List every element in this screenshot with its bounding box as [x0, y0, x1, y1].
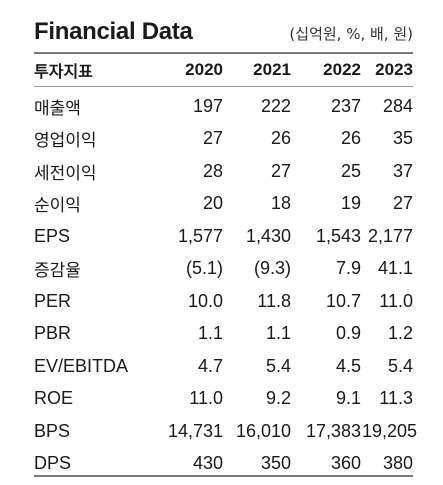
table-cell: 9.2	[265, 388, 291, 409]
table-cell: 26	[340, 128, 361, 149]
table-cell: 1.1	[197, 323, 223, 344]
table-cell: 27	[202, 128, 223, 149]
header-rule	[34, 86, 413, 87]
row-label: EV/EBITDA	[34, 355, 129, 376]
top-rule	[34, 52, 413, 54]
table-row: 매출액 197 222 237 284	[34, 90, 413, 123]
row-label: PER	[34, 290, 72, 311]
table-cell: 5.4	[387, 355, 413, 376]
table-cell: 19	[340, 193, 361, 214]
table-cell: 26	[270, 128, 291, 149]
header-year: 2020	[185, 60, 223, 79]
table-cell: 27	[392, 193, 413, 214]
table-cell: 0.9	[335, 323, 361, 344]
table-cell: 1.1	[265, 323, 291, 344]
table-cell: 27	[270, 160, 291, 181]
row-label: PBR	[34, 323, 72, 344]
table-cell: 20	[202, 193, 223, 214]
table-cell: 41.1	[377, 258, 413, 279]
table-cell: 350	[260, 453, 291, 474]
table-cell: 1.2	[387, 323, 413, 344]
table-cell: 11.3	[379, 388, 413, 409]
table-row: 증감율 (5.1) (9.3) 7.9 41.1	[34, 253, 413, 286]
table-cell: 14,731	[167, 420, 223, 441]
table-cell: 380	[382, 453, 413, 474]
table-cell: 1,430	[245, 225, 291, 246]
table-cell: 1,577	[177, 225, 223, 246]
row-label: BPS	[34, 420, 71, 441]
page-title: Financial Data	[34, 18, 193, 45]
table-row: EPS 1,577 1,430 1,543 2,177	[34, 220, 413, 253]
table-cell: 5.4	[265, 355, 291, 376]
table-cell: 35	[392, 128, 413, 149]
table-row: 영업이익 27 26 26 35	[34, 123, 413, 156]
table-cell: 11.0	[189, 388, 223, 409]
table-cell: 197	[192, 95, 223, 116]
unit-note: (십억원, %, 배, 원)	[289, 25, 413, 43]
table-cell: 360	[330, 453, 361, 474]
row-label: 증감율	[34, 261, 81, 282]
bottom-rule	[34, 475, 413, 477]
table-row: 세전이익 28 27 25 37	[34, 155, 413, 188]
table-cell: 9.1	[335, 388, 361, 409]
table-cell: 10.0	[187, 290, 223, 311]
table-cell: 222	[260, 95, 291, 116]
table-cell: 284	[382, 95, 413, 116]
row-label: 영업이익	[34, 131, 97, 152]
row-label: DPS	[34, 453, 72, 474]
table-cell: 16,010	[235, 420, 291, 441]
table-row: BPS 14,731 16,010 17,383 19,205	[34, 415, 418, 448]
financial-table: 투자지표 2020 2021 2022 2023 매출액 197 222 237…	[34, 54, 418, 481]
table-row: EV/EBITDA 4.7 5.4 4.5 5.4	[34, 350, 413, 383]
table-cell: 237	[330, 95, 361, 116]
row-label: ROE	[34, 388, 74, 409]
table-cell: 17,383	[305, 420, 361, 441]
table-cell: 7.9	[335, 258, 361, 279]
row-label: 세전이익	[34, 163, 97, 184]
table-cell: 430	[192, 453, 223, 474]
table-cell: 1,543	[315, 225, 361, 246]
table-cell: (9.3)	[253, 258, 291, 279]
table-cell: 37	[392, 160, 413, 181]
table-cell: 18	[270, 193, 291, 214]
table-row: DPS 430 350 360 380	[34, 448, 413, 481]
header-label: 투자지표	[34, 62, 93, 81]
header-year: 2023	[375, 60, 413, 79]
table-cell: 4.7	[197, 355, 223, 376]
table-cell: 11.0	[379, 290, 413, 311]
table-cell: 2,177	[367, 225, 413, 246]
table-cell: 4.5	[335, 355, 361, 376]
header-year: 2021	[253, 60, 291, 79]
table-row: PER 10.0 11.8 10.7 11.0	[34, 285, 413, 318]
table-cell: 10.7	[325, 290, 361, 311]
row-label: 순이익	[34, 196, 81, 217]
table-header-row: 투자지표 2020 2021 2022 2023	[34, 54, 413, 86]
table-cell: 28	[202, 160, 223, 181]
table-cell: 25	[340, 160, 361, 181]
table-row: PBR 1.1 1.1 0.9 1.2	[34, 318, 413, 351]
table-cell: 11.8	[257, 290, 291, 311]
table-row: ROE 11.0 9.2 9.1 11.3	[34, 383, 413, 416]
table-row: 순이익 20 18 19 27	[34, 188, 413, 221]
table-cell: 19,205	[362, 420, 418, 441]
header-year: 2022	[323, 60, 361, 79]
table-cell: (5.1)	[185, 258, 223, 279]
row-label: 매출액	[34, 98, 81, 119]
row-label: EPS	[34, 225, 71, 246]
